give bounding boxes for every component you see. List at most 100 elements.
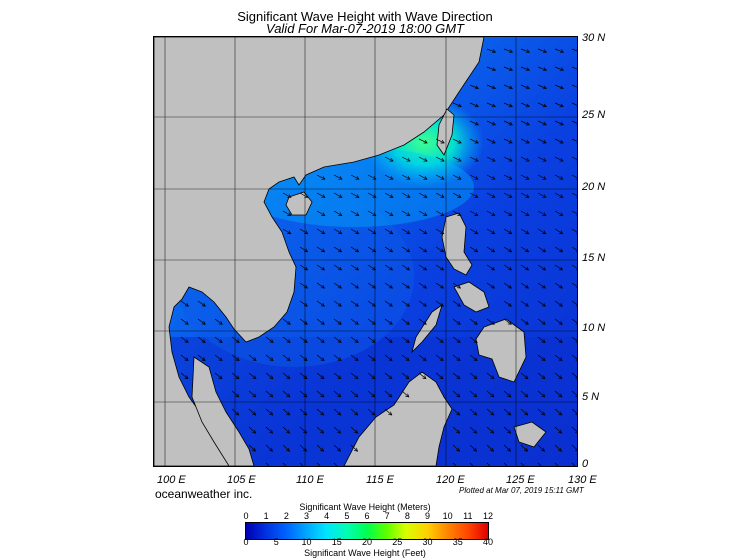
wave-arrow	[520, 246, 529, 253]
wave-arrow	[520, 66, 530, 71]
wave-arrow	[299, 228, 308, 234]
wave-arrow	[384, 300, 393, 307]
wave-arrow	[503, 462, 508, 466]
wave-arrow	[367, 210, 376, 216]
wave-arrow-head	[440, 248, 445, 253]
wave-arrow	[350, 228, 359, 234]
wave-arrow	[333, 282, 342, 289]
wave-arrow-head	[457, 158, 462, 162]
wave-arrow-head	[337, 393, 342, 398]
wave-arrow-head	[440, 158, 445, 162]
lat-label-25n: 25 N	[582, 109, 606, 121]
wave-arrow-head	[542, 49, 548, 54]
colorbar-meters-tick: 8	[404, 511, 410, 521]
wave-arrow-head	[389, 212, 394, 216]
wave-arrow	[299, 390, 308, 398]
wave-arrow-head	[354, 429, 359, 434]
wave-arrow-head	[320, 393, 325, 398]
wave-arrow-head	[371, 357, 376, 362]
wave-arrow	[350, 390, 359, 398]
wave-arrow	[435, 264, 444, 271]
wave-arrow-head	[473, 339, 478, 343]
wave-arrow	[486, 282, 495, 289]
wave-arrow	[452, 192, 462, 198]
wave-arrow	[520, 84, 530, 89]
wave-arrow-head	[491, 158, 496, 162]
wave-arrow	[401, 192, 411, 198]
wave-arrow-head	[559, 158, 564, 162]
colorbar-meters-tick: 7	[384, 511, 390, 521]
wave-arrow-head	[542, 67, 548, 72]
wave-arrow	[350, 264, 359, 271]
wave-arrow-head	[558, 266, 564, 271]
wave-arrow	[571, 246, 577, 251]
wave-arrow-head	[337, 357, 342, 362]
wave-arrow-head	[508, 103, 513, 108]
colorbar-feet-tick: 35	[452, 537, 463, 547]
wave-arrow	[554, 444, 562, 452]
wave-arrow	[486, 444, 494, 452]
wave-arrow-head	[269, 393, 274, 398]
wave-arrow	[537, 336, 546, 343]
wave-arrow-head	[321, 212, 326, 216]
wave-arrow-head	[440, 176, 445, 180]
wave-arrow	[299, 408, 307, 416]
land-taiwan	[436, 108, 455, 156]
wave-arrow	[282, 210, 291, 216]
colorbar-meters-tick: 1	[263, 511, 269, 521]
wave-arrow-head	[541, 375, 546, 380]
wave-arrow-head	[423, 194, 428, 198]
wave-arrow-head	[457, 139, 462, 144]
wave-arrow-head	[508, 212, 513, 216]
wave-arrow	[384, 408, 392, 416]
wave-arrow-head	[542, 103, 547, 108]
wave-arrow	[333, 372, 342, 379]
wave-arrow	[367, 372, 376, 379]
wave-arrow-head	[508, 121, 513, 126]
wave-arrow	[265, 408, 273, 416]
lat-label-10n: 10 N	[582, 322, 606, 334]
wave-arrow-head	[507, 393, 512, 398]
land-luzon	[441, 212, 473, 276]
lon-label-120e: 120 E	[436, 474, 465, 486]
wave-arrow-head	[542, 139, 547, 144]
wave-arrow-head	[405, 302, 410, 307]
wave-arrow	[486, 246, 495, 253]
wave-arrow	[231, 336, 240, 343]
wave-arrow	[486, 390, 495, 398]
wave-arrow	[554, 336, 563, 343]
wave-arrow	[554, 228, 563, 234]
wave-arrow-head	[286, 429, 291, 434]
wave-arrow-head	[337, 321, 342, 325]
wave-arrow-head	[508, 194, 513, 198]
wave-arrow	[299, 372, 308, 379]
wave-arrow	[571, 138, 577, 142]
colorbar-meters-tick: 11	[463, 511, 473, 521]
wave-arrow	[554, 426, 562, 434]
wave-arrow	[571, 84, 577, 88]
wave-arrow	[299, 336, 308, 343]
wave-arrow	[554, 264, 563, 271]
wave-arrow-head	[389, 158, 394, 162]
wave-arrow	[418, 156, 428, 162]
wave-arrow-head	[542, 85, 547, 90]
wave-arrow	[503, 390, 512, 398]
wave-arrow	[571, 156, 577, 160]
wave-arrow	[435, 192, 445, 198]
wave-height-map	[153, 36, 578, 467]
lon-label-105e: 105 E	[227, 474, 256, 486]
wave-arrow-head	[422, 375, 427, 380]
wave-arrow-head	[389, 176, 394, 180]
wave-arrow	[435, 138, 445, 144]
wave-arrow	[537, 372, 546, 379]
wave-arrow-head	[422, 284, 428, 289]
wave-arrow	[452, 390, 461, 398]
wave-arrow	[401, 210, 410, 216]
wave-arrow	[401, 354, 410, 361]
wave-arrow-head	[490, 284, 496, 289]
wave-arrow-head	[456, 357, 461, 362]
wave-arrow-head	[337, 447, 342, 452]
land-visayas	[453, 281, 490, 313]
wave-arrow-head	[558, 411, 563, 416]
wave-arrow-head	[542, 248, 547, 253]
